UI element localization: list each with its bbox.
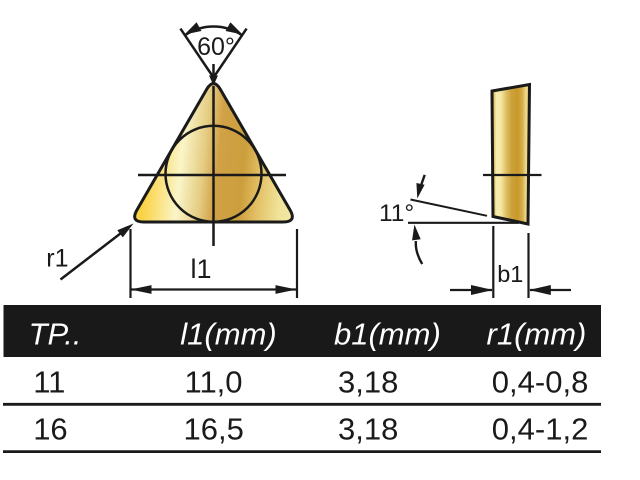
svg-text:11,0: 11,0	[185, 365, 243, 400]
svg-text:l1(mm): l1(mm)	[180, 317, 276, 352]
svg-text:0,4-1,2: 0,4-1,2	[492, 412, 589, 447]
svg-text:3,18: 3,18	[338, 365, 398, 400]
svg-text:16: 16	[33, 412, 67, 447]
svg-text:r1: r1	[46, 244, 68, 272]
svg-text:b1(mm): b1(mm)	[334, 317, 441, 352]
svg-text:60°: 60°	[197, 33, 235, 61]
svg-text:11: 11	[33, 365, 65, 400]
svg-text:r1(mm): r1(mm)	[487, 317, 587, 352]
svg-text:3,18: 3,18	[338, 412, 398, 447]
svg-text:l1: l1	[190, 254, 211, 284]
svg-text:b1: b1	[497, 261, 523, 287]
svg-text:0,4-0,8: 0,4-0,8	[492, 365, 589, 400]
svg-text:16,5: 16,5	[184, 412, 244, 447]
svg-text:TP..: TP..	[29, 317, 82, 352]
